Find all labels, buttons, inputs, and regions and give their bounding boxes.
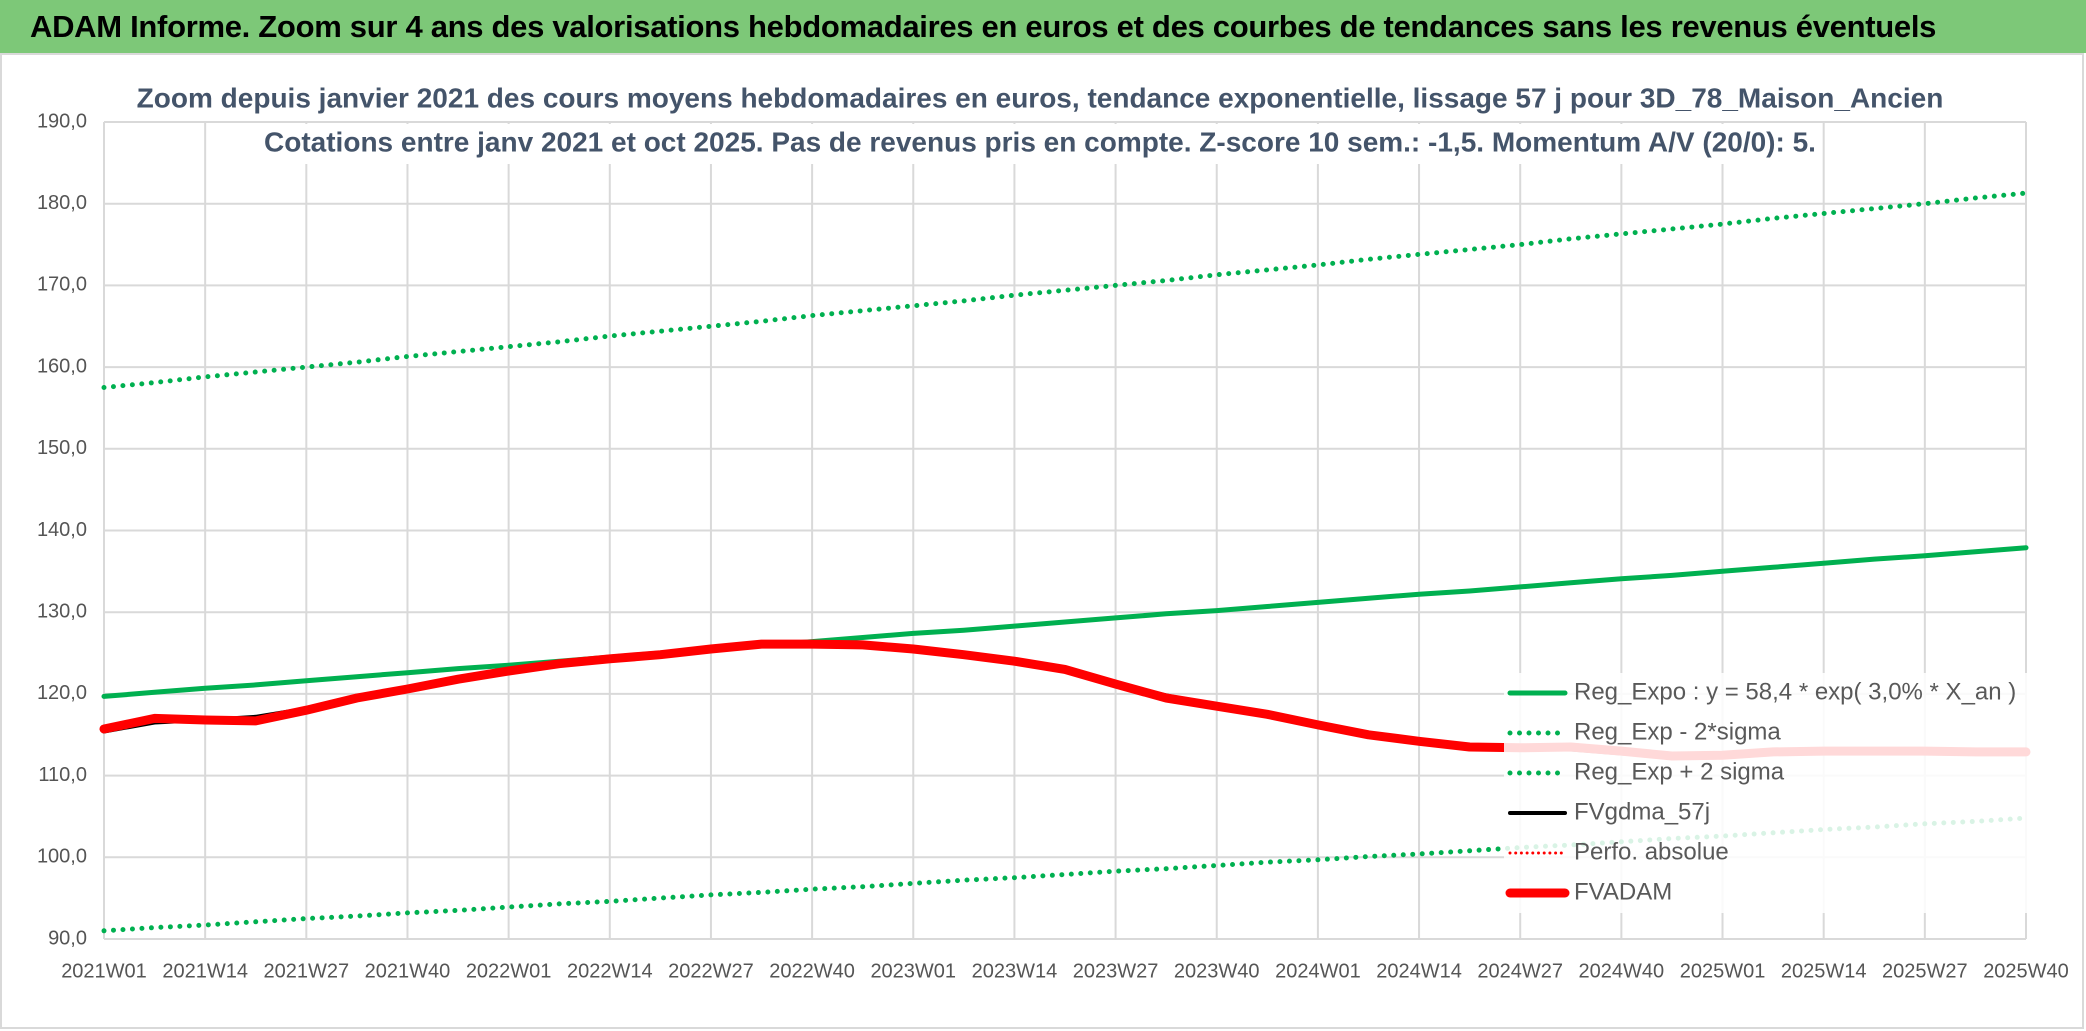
chart-subtitle: Zoom depuis janvier 2021 des cours moyen… bbox=[137, 82, 1944, 113]
x-tick-label: 2021W14 bbox=[162, 960, 248, 982]
x-tick-label: 2024W27 bbox=[1477, 960, 1563, 982]
x-tick-label: 2023W27 bbox=[1073, 960, 1159, 982]
chart: 90,0 100,0 110,0 120,0 130,0 140,0 150,0 160,0 1… bbox=[0, 53, 2084, 1029]
legend-label: FVgdma_57j bbox=[1574, 798, 1710, 825]
x-tick-label: 2024W14 bbox=[1376, 960, 1462, 982]
x-tick-label: 2025W40 bbox=[1983, 960, 2069, 982]
y-tick-label: 120,0 bbox=[37, 682, 87, 704]
legend-label: Reg_Expo : y = 58,4 * exp( 3,0% * X_an ) bbox=[1574, 678, 2016, 705]
y-tick-label: 190,0 bbox=[37, 110, 87, 132]
x-tick-label: 2021W27 bbox=[264, 960, 350, 982]
chart-subtitle: Cotations entre janv 2021 et oct 2025. P… bbox=[264, 126, 1816, 157]
subtitle-bg bbox=[275, 80, 1805, 120]
x-tick-label: 2024W01 bbox=[1275, 960, 1361, 982]
y-tick-label: 150,0 bbox=[37, 437, 87, 459]
x-tick-label: 2022W40 bbox=[769, 960, 855, 982]
x-tick-label: 2023W01 bbox=[870, 960, 956, 982]
y-tick-label: 110,0 bbox=[38, 764, 87, 786]
series-line bbox=[101, 190, 2029, 390]
x-tick-label: 2023W40 bbox=[1174, 960, 1260, 982]
x-tick-label: 2025W27 bbox=[1882, 960, 1968, 982]
y-tick-label: 170,0 bbox=[37, 274, 87, 296]
x-tick-label: 2022W27 bbox=[668, 960, 754, 982]
y-tick-label: 140,0 bbox=[37, 519, 87, 541]
y-tick-label: 180,0 bbox=[37, 192, 87, 214]
legend-label: FVADAM bbox=[1574, 878, 1672, 905]
y-tick-label: 160,0 bbox=[37, 355, 87, 377]
y-tick-label: 100,0 bbox=[37, 846, 87, 868]
x-tick-label: 2022W01 bbox=[466, 960, 552, 982]
legend-label: Reg_Exp - 2*sigma bbox=[1574, 718, 1781, 745]
series-line bbox=[101, 545, 2029, 699]
x-tick-label: 2021W40 bbox=[365, 960, 451, 982]
legend-label: Reg_Exp + 2 sigma bbox=[1574, 758, 1785, 785]
legend-label: Perfo. absolue bbox=[1574, 838, 1729, 865]
x-tick-label: 2025W14 bbox=[1781, 960, 1867, 982]
x-tick-label: 2024W40 bbox=[1579, 960, 1665, 982]
x-tick-label: 2021W01 bbox=[61, 960, 147, 982]
page-title: ADAM Informe. Zoom sur 4 ans des valoris… bbox=[30, 9, 1937, 44]
x-tick-label: 2025W01 bbox=[1680, 960, 1766, 982]
subtitle-bg bbox=[275, 124, 1805, 164]
y-tick-label: 90,0 bbox=[48, 927, 87, 949]
y-tick-label: 130,0 bbox=[37, 600, 87, 622]
header: ADAM Informe. Zoom sur 4 ans des valoris… bbox=[0, 0, 2086, 53]
x-tick-label: 2022W14 bbox=[567, 960, 653, 982]
legend-bg bbox=[1504, 673, 2044, 913]
x-tick-label: 2023W14 bbox=[972, 960, 1058, 982]
